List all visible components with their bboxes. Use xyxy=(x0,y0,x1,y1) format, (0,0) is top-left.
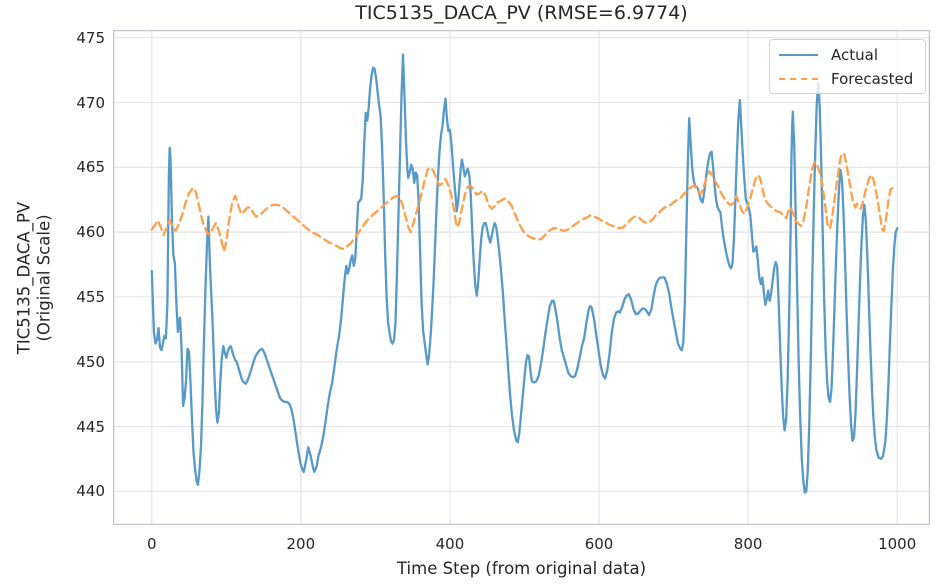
y-axis-label-line2: (Original Scale) xyxy=(34,214,54,342)
x-tick-label: 800 xyxy=(733,535,763,553)
x-axis-label: Time Step (from original data) xyxy=(396,559,647,578)
plot-area xyxy=(113,30,930,525)
forecasted-line xyxy=(150,151,896,253)
x-tick-label: 1000 xyxy=(878,535,917,553)
y-tick-label: 460 xyxy=(76,223,105,242)
chart-title: TIC5135_DACA_PV (RMSE=6.9774) xyxy=(355,2,688,24)
y-tick-label: 455 xyxy=(76,287,105,306)
legend-label-forecasted: Forecasted xyxy=(831,69,914,88)
y-tick-label: 465 xyxy=(76,158,105,177)
legend: Actual Forecasted xyxy=(769,39,926,94)
legend-label-actual: Actual xyxy=(831,45,878,64)
y-tick-label: 440 xyxy=(76,482,105,501)
x-tick-label: 400 xyxy=(435,535,465,553)
x-tick-label: 600 xyxy=(584,535,614,553)
forecasted-line-sample-icon xyxy=(779,77,818,80)
y-tick-label: 470 xyxy=(76,93,105,112)
y-tick-label: 445 xyxy=(76,417,105,436)
y-tick-label: 475 xyxy=(76,28,105,47)
x-tick-label: 0 xyxy=(146,535,157,553)
y-axis-label: TIC5135_DACA_PV (Original Scale) xyxy=(15,31,57,526)
legend-entry-actual: Actual xyxy=(779,46,915,64)
plot-spines xyxy=(113,30,930,525)
y-tick-label: 450 xyxy=(76,352,105,371)
actual-line-sample-icon xyxy=(779,53,818,56)
y-axis-label-line1: TIC5135_DACA_PV xyxy=(14,201,34,355)
plot-canvas xyxy=(113,30,930,525)
x-tick-label: 200 xyxy=(286,535,316,553)
actual-line xyxy=(150,53,899,494)
legend-entry-forecasted: Forecasted xyxy=(779,70,915,88)
